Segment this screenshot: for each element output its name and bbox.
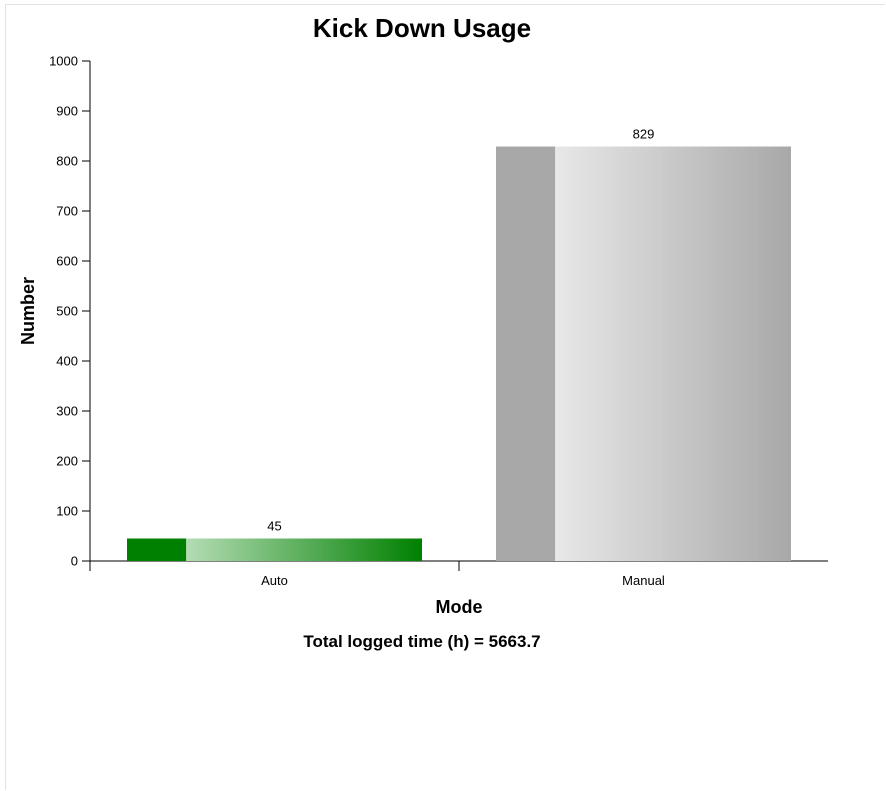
y-axis: 0 100 200 300 400 500 600 700 800 900 1000 — [49, 54, 91, 569]
y-tick-label: 200 — [56, 454, 78, 469]
total-logged-time: Total logged time (h) = 5663.7 — [303, 632, 540, 651]
x-tick-label: Manual — [622, 573, 665, 588]
y-tick-label: 800 — [56, 154, 78, 169]
y-tick-label: 700 — [56, 204, 78, 219]
data-label-auto: 45 — [267, 519, 281, 534]
y-tick-label: 1000 — [49, 54, 78, 69]
y-tick-label: 500 — [56, 304, 78, 319]
bars: 45 829 — [127, 127, 791, 561]
x-axis-label: Mode — [436, 597, 483, 617]
y-axis-label: Number — [18, 277, 38, 345]
chart-title: Kick Down Usage — [313, 13, 531, 43]
y-tick-label: 400 — [56, 354, 78, 369]
data-label-manual: 829 — [633, 127, 655, 142]
y-tick-label: 0 — [71, 554, 78, 569]
y-tick-label: 600 — [56, 254, 78, 269]
chart-frame — [5, 4, 885, 790]
y-tick-label: 300 — [56, 404, 78, 419]
bar-auto — [127, 538, 422, 561]
x-tick-label: Auto — [261, 573, 288, 588]
x-axis: Auto Manual — [89, 560, 828, 588]
y-tick-label: 100 — [56, 504, 78, 519]
y-tick-label: 900 — [56, 104, 78, 119]
bar-manual — [496, 146, 791, 561]
